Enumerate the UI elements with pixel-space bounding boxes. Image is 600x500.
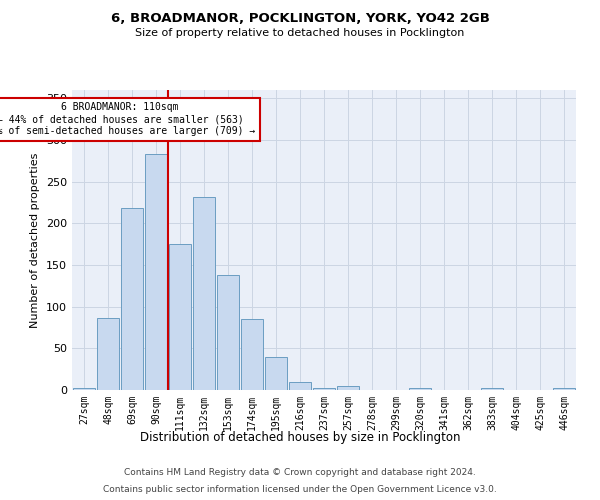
Y-axis label: Number of detached properties: Number of detached properties bbox=[31, 152, 40, 328]
Bar bbox=[313, 388, 335, 390]
Text: 6, BROADMANOR, POCKLINGTON, YORK, YO42 2GB: 6, BROADMANOR, POCKLINGTON, YORK, YO42 2… bbox=[110, 12, 490, 26]
Bar bbox=[121, 208, 143, 390]
Bar bbox=[289, 382, 311, 390]
Bar bbox=[241, 319, 263, 390]
Bar bbox=[145, 154, 167, 390]
Text: Size of property relative to detached houses in Pocklington: Size of property relative to detached ho… bbox=[136, 28, 464, 38]
Bar bbox=[169, 244, 191, 390]
Text: Contains HM Land Registry data © Crown copyright and database right 2024.: Contains HM Land Registry data © Crown c… bbox=[124, 468, 476, 477]
Bar bbox=[73, 388, 95, 390]
Bar bbox=[193, 196, 215, 390]
Bar bbox=[97, 318, 119, 390]
Bar bbox=[409, 388, 431, 390]
Text: 6 BROADMANOR: 110sqm
← 44% of detached houses are smaller (563)
56% of semi-deta: 6 BROADMANOR: 110sqm ← 44% of detached h… bbox=[0, 102, 255, 136]
Text: Distribution of detached houses by size in Pocklington: Distribution of detached houses by size … bbox=[140, 431, 460, 444]
Text: Contains public sector information licensed under the Open Government Licence v3: Contains public sector information licen… bbox=[103, 486, 497, 494]
Bar bbox=[337, 386, 359, 390]
Bar bbox=[217, 275, 239, 390]
Bar bbox=[553, 388, 575, 390]
Bar bbox=[481, 388, 503, 390]
Bar bbox=[265, 356, 287, 390]
